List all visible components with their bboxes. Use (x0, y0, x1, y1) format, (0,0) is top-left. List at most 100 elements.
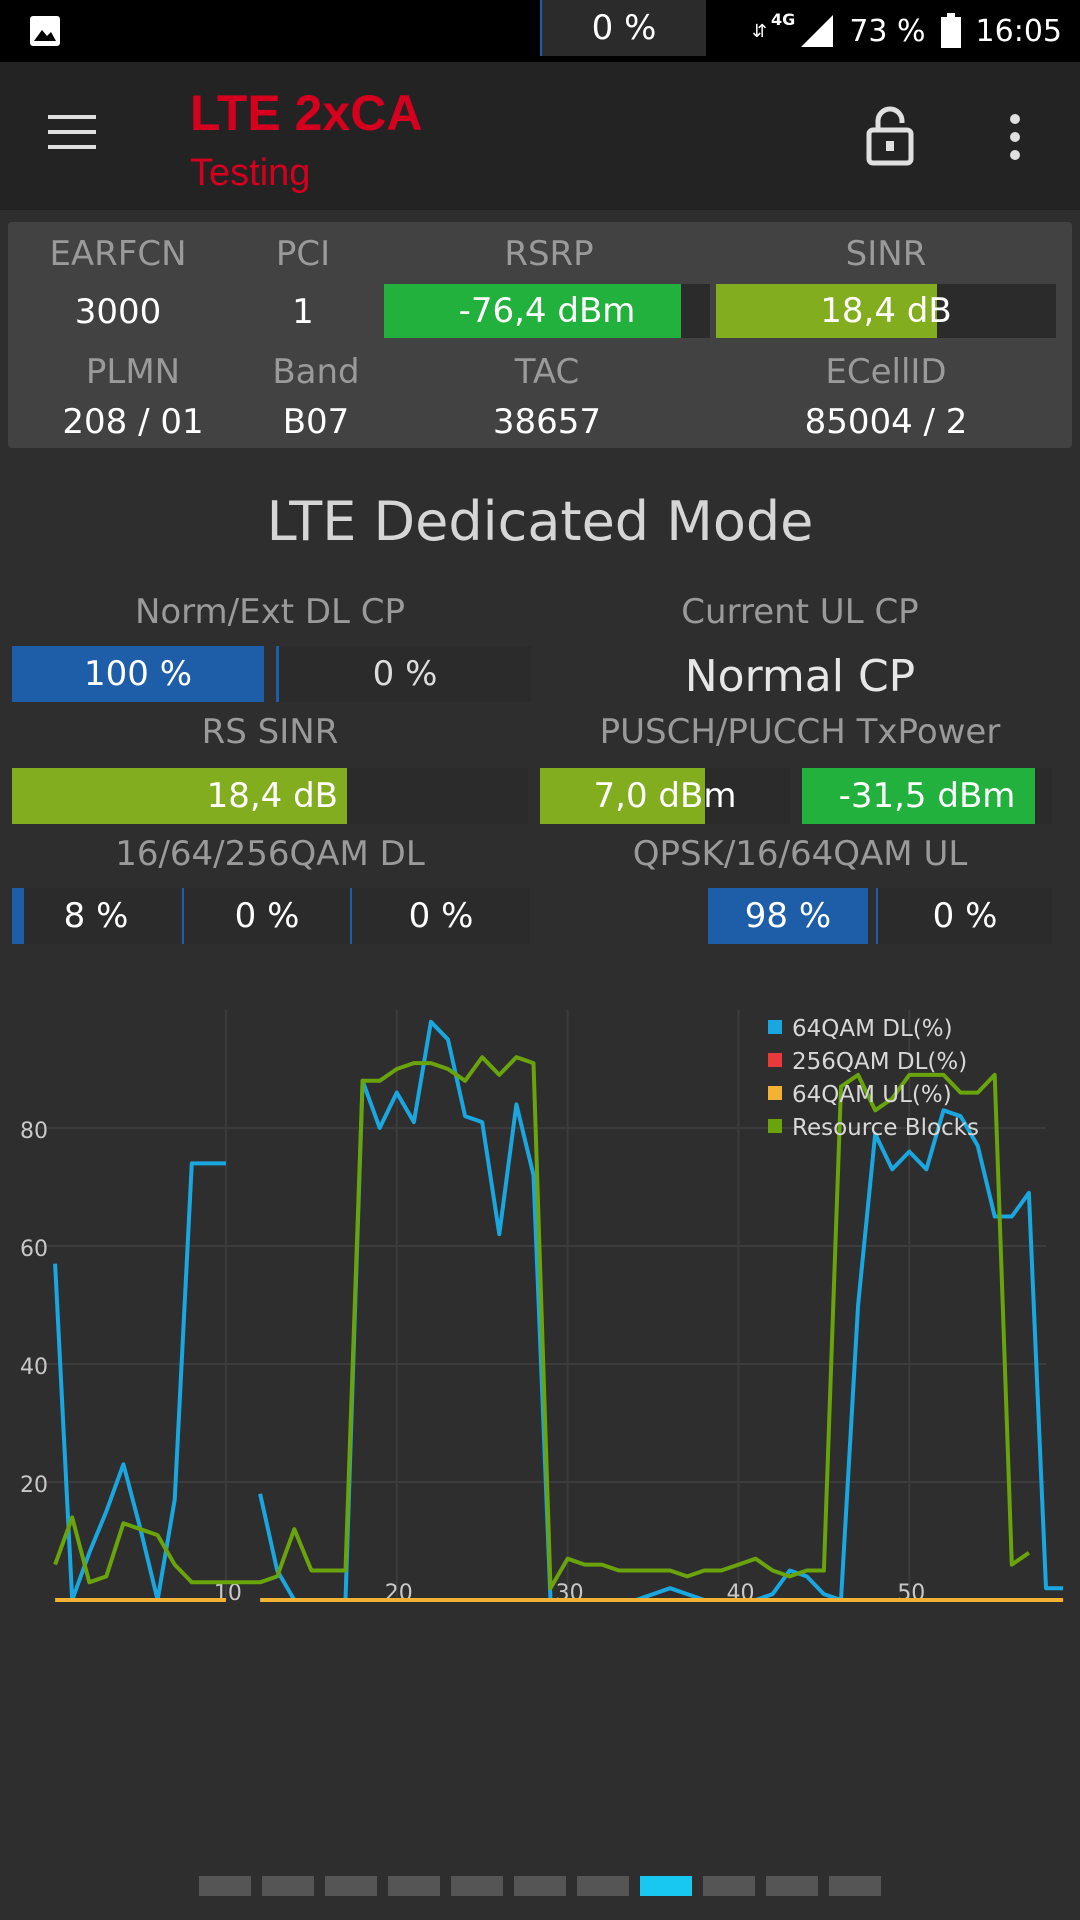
txpower-label: PUSCH/PUCCH TxPower (599, 712, 1001, 752)
battery-percent: 73 % (849, 13, 926, 49)
earfcn-label: EARFCN (49, 234, 187, 274)
cp-ul-value: Normal CP (684, 650, 916, 702)
qam-dl-64-value: 0 % (234, 896, 300, 936)
qam-history-chart: 20 40 60 80 10 20 30 40 50 64QAM DL(%) 256QAM DL(%… (20, 1010, 1064, 1606)
more-vert-icon[interactable] (1000, 112, 1030, 162)
signal-icon (801, 15, 834, 47)
sinr-value: 18,4 dB (820, 291, 952, 331)
qam-dl-16-fill (12, 888, 24, 944)
y-tick-label: 20 (20, 1473, 48, 1498)
unlock-icon[interactable] (866, 106, 914, 166)
rs-sinr-bar-fill (12, 768, 348, 824)
page-dot[interactable] (577, 1876, 629, 1896)
clock: 16:05 (975, 13, 1062, 49)
app-bar: LTE 2xCA Testing (0, 62, 1080, 210)
sinr-bar: 18,4 dB (716, 284, 1056, 338)
mode-title: LTE Dedicated Mode (266, 490, 814, 553)
x-tick-label: 40 (726, 1581, 754, 1606)
page-dot[interactable] (451, 1876, 503, 1896)
page-dot[interactable] (262, 1876, 314, 1896)
y-tick-label: 80 (20, 1119, 48, 1144)
page-dot-active[interactable] (640, 1876, 692, 1896)
legend-swatch (768, 1020, 782, 1034)
page-indicator (0, 1876, 1080, 1898)
qam-ul-label: QPSK/16/64QAM UL (632, 834, 968, 874)
pusch-bar-fill (540, 768, 705, 824)
cp-dl-ext-cell: 0 % (276, 646, 531, 702)
x-tick-label: 30 (556, 1581, 584, 1606)
qam-dl-16-value: 8 % (63, 896, 129, 936)
network-type: 4G (771, 9, 796, 29)
qam-dl-256-value: 0 % (408, 896, 474, 936)
page-dot[interactable] (388, 1876, 440, 1896)
series-line (53, 1019, 1064, 1602)
cp-dl-ext-value: 0 % (372, 654, 438, 694)
x-tick-label: 50 (897, 1581, 925, 1606)
tac-value: 38657 (492, 402, 602, 442)
pusch-bar: 7,0 dBm (540, 768, 790, 824)
legend-label: 64QAM UL(%) (792, 1082, 952, 1108)
qam-dl-label: 16/64/256QAM DL (115, 834, 425, 874)
pucch-bar: -31,5 dBm (802, 768, 1052, 824)
page-dot[interactable] (829, 1876, 881, 1896)
series-line (53, 1055, 1031, 1591)
y-tick-label: 40 (20, 1355, 48, 1380)
earfcn-value: 3000 (74, 292, 162, 332)
cp-dl-label: Norm/Ext DL CP (134, 592, 406, 632)
plmn-value: 208 / 01 (62, 402, 204, 442)
legend-label: Resource Blocks (792, 1115, 979, 1141)
qam-ul-qpsk-value: 0 % (591, 8, 657, 48)
page-dot[interactable] (514, 1876, 566, 1896)
sinr-bar-fill (716, 284, 937, 338)
rsrp-label: RSRP (504, 234, 594, 274)
qam-dl-16-cell: 8 % (12, 888, 180, 944)
rs-sinr-value: 18,4 dB (206, 776, 338, 816)
legend-label: 256QAM DL(%) (792, 1049, 967, 1075)
qam-ul-16-cell: 98 % (708, 888, 868, 944)
legend-swatch (768, 1053, 782, 1067)
qam-ul-16-value: 98 % (744, 896, 832, 936)
legend-label: 64QAM DL(%) (792, 1016, 953, 1042)
sinr-label: SINR (845, 234, 927, 274)
pci-value: 1 (292, 292, 314, 332)
cp-dl-norm-value: 100 % (83, 654, 192, 694)
image-notification-icon (30, 16, 60, 46)
qam-ul-qpsk-cell: 0 % (540, 0, 706, 56)
y-tick-label: 60 (20, 1237, 48, 1262)
tac-label: TAC (514, 352, 580, 392)
rs-sinr-label: RS SINR (201, 712, 339, 752)
x-tick-label: 10 (214, 1581, 242, 1606)
pucch-bar-fill (802, 768, 1035, 824)
band-label: Band (272, 352, 360, 392)
page-dot[interactable] (325, 1876, 377, 1896)
rs-sinr-bar: 18,4 dB (12, 768, 528, 824)
x-tick-label: 20 (385, 1581, 413, 1606)
page-dot[interactable] (199, 1876, 251, 1896)
battery-icon (940, 13, 961, 48)
menu-icon[interactable] (46, 112, 98, 152)
qam-ul-64-value: 0 % (932, 896, 998, 936)
serving-cell-card: EARFCN 3000 PCI 1 RSRP -76,4 dBm SINR 18… (8, 222, 1072, 448)
page-dot[interactable] (766, 1876, 818, 1896)
rsrp-value: -76,4 dBm (458, 291, 636, 331)
network-indicator: ⇵ 4G (751, 9, 835, 49)
legend-swatch (768, 1086, 782, 1100)
pucch-value: -31,5 dBm (838, 776, 1016, 816)
pci-label: PCI (275, 234, 331, 274)
cp-ul-label: Current UL CP (681, 592, 919, 632)
cp-dl-norm-cell: 100 % (12, 646, 264, 702)
ecellid-value: 85004 / 2 (804, 402, 968, 442)
app-title: LTE 2xCA (190, 85, 423, 141)
pusch-value: 7,0 dBm (593, 776, 737, 816)
plmn-label: PLMN (85, 352, 181, 392)
qam-dl-256-cell: 0 % (350, 888, 530, 944)
data-activity-icon: ⇵ (751, 20, 768, 42)
rsrp-bar-fill (384, 284, 681, 338)
page-dot[interactable] (703, 1876, 755, 1896)
qam-ul-64-cell: 0 % (876, 888, 1052, 944)
ecellid-label: ECellID (825, 352, 947, 392)
legend-swatch (768, 1119, 782, 1133)
rsrp-bar: -76,4 dBm (384, 284, 710, 338)
app-subtitle: Testing (190, 152, 311, 194)
qam-dl-64-cell: 0 % (182, 888, 350, 944)
